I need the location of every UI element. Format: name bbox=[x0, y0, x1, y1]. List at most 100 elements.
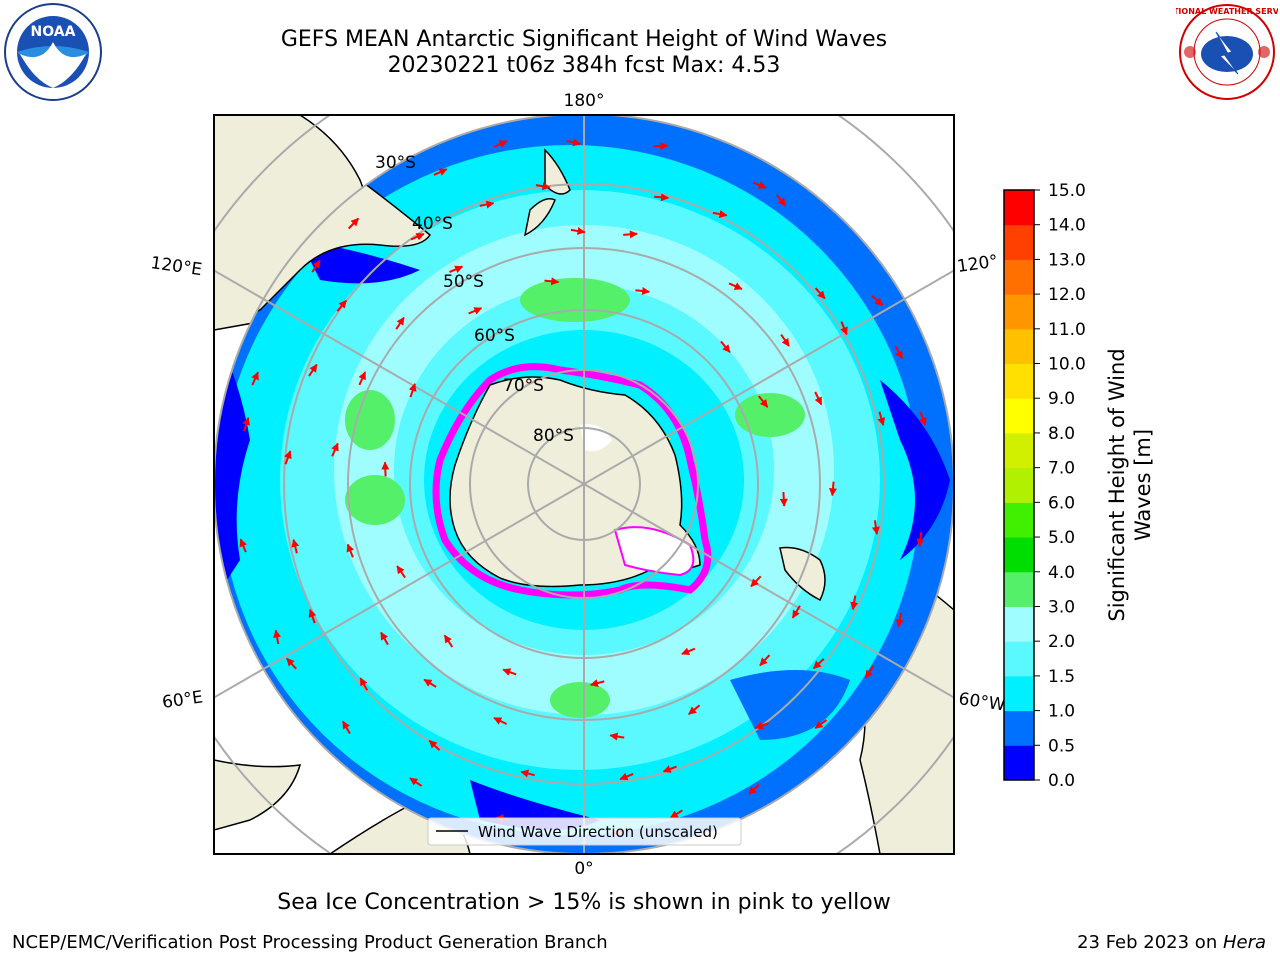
colorbar-swatch bbox=[1004, 537, 1034, 573]
colorbar-ticks: 0.0 0.5 1.0 1.5 2.0 3.0 4.0 5.0 6.0 7.0 8.0 9.0 10.0… bbox=[1034, 181, 1086, 791]
wind-wave-arrow bbox=[342, 720, 351, 735]
footer-credit: NCEP/EMC/Verification Post Processing Pr… bbox=[12, 932, 608, 953]
colorbar-swatch bbox=[1004, 745, 1034, 781]
wind-wave-arrow bbox=[273, 629, 282, 645]
colorbar-tick-label: 0.5 bbox=[1048, 736, 1075, 756]
lon-label-60w: 60°W bbox=[957, 689, 1006, 715]
wind-wave-arrow bbox=[748, 783, 760, 795]
lon-label-60e: 60°E bbox=[161, 687, 204, 712]
wind-wave-arrow bbox=[380, 631, 389, 646]
wind-wave-arrow bbox=[654, 193, 669, 202]
wind-wave-arrow bbox=[653, 141, 669, 150]
colorbar-swatch bbox=[1004, 467, 1034, 503]
colorbar-tick-label: 9.0 bbox=[1048, 389, 1075, 409]
wind-wave-arrow bbox=[814, 719, 828, 730]
chart-title-line-2: 20230221 t06z 384h fcst Max: 4.53 bbox=[387, 53, 781, 78]
wind-wave-arrow bbox=[916, 532, 925, 547]
colorbar-swatch bbox=[1004, 710, 1034, 746]
wind-wave-arrow bbox=[775, 194, 787, 207]
colorbar-tick-label: 6.0 bbox=[1048, 493, 1075, 513]
graticule bbox=[214, 115, 954, 854]
wind-wave-arrow bbox=[791, 605, 801, 619]
wind-wave-arrow bbox=[251, 371, 259, 386]
colorbar bbox=[1003, 189, 1035, 781]
wind-wave-arrow bbox=[662, 765, 677, 773]
colorbar-border bbox=[1003, 189, 1035, 781]
lon-label-120w: 120° bbox=[956, 251, 999, 277]
lat-label-40s: 40°S bbox=[412, 214, 453, 234]
wind-wave-arrow bbox=[871, 520, 880, 535]
wind-wave-arrow bbox=[814, 391, 823, 406]
wind-wave-arrow bbox=[410, 232, 425, 241]
wind-wave-arrow bbox=[754, 721, 769, 730]
wind-wave-arrow bbox=[589, 679, 605, 687]
colorbar-tick-label: 4.0 bbox=[1048, 563, 1075, 583]
wind-wave-arrow bbox=[409, 777, 423, 787]
colorbar-swatch bbox=[1004, 641, 1034, 677]
wind-wave-arrow bbox=[239, 538, 247, 553]
wind-wave-arrow bbox=[566, 138, 582, 147]
wind-wave-arrow bbox=[752, 181, 767, 189]
wind-wave-arrow bbox=[609, 732, 625, 741]
legend-label: Wind Wave Direction (unscaled) bbox=[478, 823, 718, 841]
colorbar-swatch bbox=[1004, 224, 1034, 260]
colorbar-tick-label: 13.0 bbox=[1048, 250, 1086, 270]
wind-wave-arrow bbox=[779, 491, 788, 507]
wind-wave-arrow bbox=[623, 230, 638, 239]
wind-wave-arrow bbox=[336, 299, 347, 312]
colorbar-swatch bbox=[1004, 294, 1034, 330]
wind-wave-arrow bbox=[347, 217, 360, 230]
wind-wave-arrow bbox=[814, 287, 826, 300]
footer-date-text: 23 Feb 2023 on bbox=[1077, 932, 1223, 953]
wind-wave-arrow bbox=[840, 321, 848, 336]
wind-wave-arrow bbox=[812, 658, 825, 670]
wind-wave-arrow bbox=[619, 772, 634, 781]
wind-wave-arrow bbox=[520, 769, 535, 778]
lon-label-0: 0° bbox=[574, 859, 593, 879]
wind-wave-arrow bbox=[291, 538, 300, 554]
footer-machine: Hera bbox=[1222, 932, 1266, 953]
noaa-logo-text: NOAA bbox=[31, 24, 76, 40]
wind-wave-arrow bbox=[308, 363, 318, 377]
wind-wave-arrow bbox=[286, 657, 297, 670]
map-legend: Wind Wave Direction (unscaled) bbox=[427, 817, 742, 846]
colorbar-tick-label: 2.0 bbox=[1048, 632, 1075, 652]
lat-label-70s: 70°S bbox=[503, 376, 544, 396]
nws-logo-text: NATIONAL WEATHER SERVICE bbox=[1176, 7, 1278, 16]
lat-label-80s: 80°S bbox=[533, 426, 574, 446]
wind-wave-arrow bbox=[408, 383, 417, 398]
lat-label-60s: 60°S bbox=[474, 326, 515, 346]
colorbar-title-line-2: Waves [m] bbox=[1131, 429, 1155, 541]
sea-ice-note: Sea Ice Concentration > 15% is shown in … bbox=[277, 890, 891, 915]
wind-wave-arrow bbox=[331, 442, 339, 457]
chart-title-line-1: GEFS MEAN Antarctic Significant Height o… bbox=[280, 27, 888, 52]
wind-wave-arrow bbox=[479, 200, 495, 209]
wind-wave-arrow bbox=[688, 704, 701, 715]
wind-wave-arrow bbox=[850, 595, 859, 611]
wind-wave-arrow bbox=[395, 316, 405, 330]
wind-wave-arrow bbox=[311, 259, 321, 273]
colorbar-swatch bbox=[1004, 259, 1034, 295]
wind-wave-arrow bbox=[712, 210, 728, 218]
wind-wave-arrow bbox=[750, 575, 762, 588]
lat-label-30s: 30°S bbox=[375, 153, 416, 173]
map-frame bbox=[213, 114, 955, 855]
wind-wave-arrow bbox=[544, 277, 560, 286]
wind-wave-arrow bbox=[759, 654, 771, 667]
wind-wave-arrow bbox=[635, 287, 651, 295]
colorbar-tick-label: 3.0 bbox=[1048, 597, 1075, 617]
lon-label-180: 180° bbox=[564, 91, 605, 111]
wind-wave-arrow bbox=[358, 371, 367, 386]
wind-wave-arrow bbox=[381, 461, 390, 477]
wind-wave-arrow bbox=[728, 282, 743, 291]
colorbar-swatch bbox=[1004, 571, 1034, 607]
wind-wave-arrow bbox=[864, 665, 875, 679]
wind-wave-arrow bbox=[433, 168, 448, 176]
colorbar-tick-label: 12.0 bbox=[1048, 285, 1086, 305]
noaa-logo: NOAA bbox=[4, 3, 102, 101]
colorbar-tick-label: 1.0 bbox=[1048, 702, 1075, 722]
wind-wave-arrow bbox=[535, 182, 551, 191]
wind-wave-arrow bbox=[502, 668, 517, 676]
colorbar-tick-label: 10.0 bbox=[1048, 355, 1086, 375]
